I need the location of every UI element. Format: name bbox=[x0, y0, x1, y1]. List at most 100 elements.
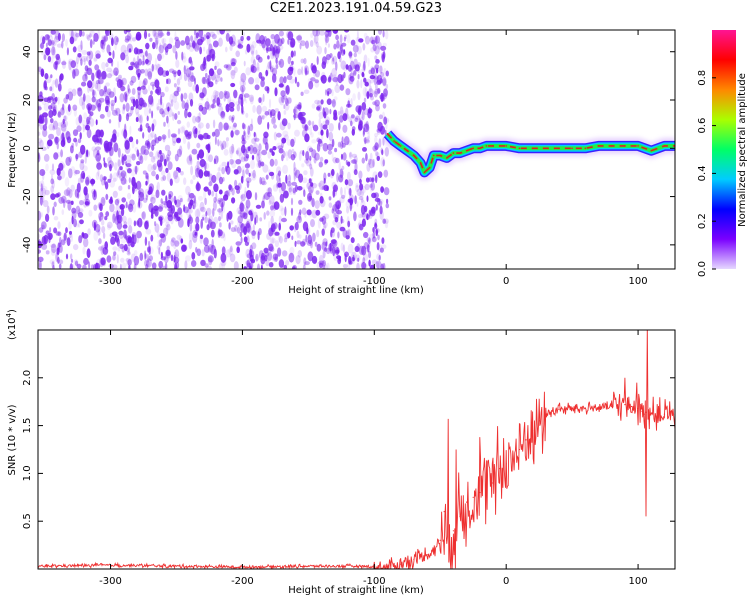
noise-cell bbox=[350, 159, 357, 164]
noise-cell bbox=[61, 59, 67, 69]
trace-point bbox=[459, 152, 461, 154]
noise-cell bbox=[358, 170, 363, 180]
noise-cell bbox=[110, 103, 114, 112]
noise-cell bbox=[190, 60, 193, 67]
noise-cell bbox=[177, 128, 181, 135]
noise-cell bbox=[243, 212, 248, 220]
noise-cell bbox=[124, 178, 128, 185]
noise-cell bbox=[353, 70, 357, 77]
noise-cell bbox=[155, 189, 160, 199]
noise-cell bbox=[192, 233, 198, 243]
noise-cell bbox=[230, 159, 237, 169]
noise-cell bbox=[246, 235, 250, 245]
noise-cell bbox=[233, 169, 239, 175]
noise-cell bbox=[359, 120, 363, 126]
noise-cell bbox=[236, 165, 242, 174]
noise-cell bbox=[112, 246, 118, 251]
noise-cell bbox=[187, 208, 193, 214]
noise-cell bbox=[347, 220, 351, 228]
noise-cell bbox=[161, 37, 167, 44]
noise-cell bbox=[80, 176, 84, 183]
noise-cell bbox=[228, 185, 234, 192]
noise-cell bbox=[373, 192, 379, 199]
noise-cell bbox=[271, 201, 276, 210]
noise-cell bbox=[352, 158, 358, 164]
noise-cell bbox=[382, 103, 387, 109]
noise-cell bbox=[228, 102, 235, 108]
noise-cell bbox=[46, 205, 50, 214]
noise-cell bbox=[160, 95, 163, 106]
snr-point bbox=[466, 501, 468, 503]
noise-cell bbox=[274, 231, 280, 236]
noise-cell bbox=[297, 186, 303, 191]
noise-cell bbox=[200, 259, 206, 267]
noise-cell bbox=[279, 193, 285, 203]
noise-cell bbox=[51, 180, 55, 189]
noise-cell bbox=[75, 153, 79, 160]
noise-cell bbox=[365, 120, 369, 130]
noise-cell bbox=[268, 98, 272, 109]
noise-cell bbox=[240, 35, 244, 42]
noise-cell bbox=[264, 192, 270, 201]
noise-cell bbox=[198, 30, 204, 38]
noise-cell bbox=[267, 121, 270, 130]
noise-cell bbox=[251, 242, 257, 250]
noise-cell bbox=[92, 89, 95, 98]
noise-cell bbox=[187, 80, 193, 88]
noise-cell bbox=[145, 46, 149, 51]
noise-cell bbox=[193, 128, 198, 139]
noise-cell bbox=[311, 255, 318, 264]
noise-cell bbox=[134, 106, 140, 115]
noise-cell bbox=[196, 160, 200, 168]
noise-cell bbox=[317, 131, 323, 136]
noise-cell bbox=[230, 62, 236, 67]
noise-cell bbox=[65, 156, 71, 166]
noise-cell bbox=[79, 161, 85, 171]
snr-point bbox=[433, 549, 435, 551]
noise-cell bbox=[50, 74, 53, 79]
noise-cell bbox=[360, 116, 363, 126]
noise-cell bbox=[356, 30, 359, 41]
noise-cell bbox=[357, 74, 360, 80]
noise-cell bbox=[374, 227, 380, 234]
noise-cell bbox=[66, 237, 71, 247]
noise-cell bbox=[371, 39, 376, 45]
noise-cell bbox=[249, 96, 254, 105]
noise-cell bbox=[79, 200, 84, 206]
noise-cell bbox=[93, 148, 98, 158]
noise-cell bbox=[111, 109, 118, 116]
noise-cell bbox=[187, 73, 191, 82]
noise-cell bbox=[307, 78, 313, 84]
noise-cell bbox=[268, 227, 274, 237]
noise-cell bbox=[339, 34, 343, 44]
noise-cell bbox=[223, 194, 229, 201]
noise-cell bbox=[253, 211, 258, 219]
noise-cell bbox=[167, 214, 173, 222]
noise-cell bbox=[77, 212, 84, 218]
noise-cell bbox=[260, 177, 266, 185]
noise-cell bbox=[266, 187, 271, 197]
noise-cell bbox=[286, 97, 292, 104]
noise-cell bbox=[274, 108, 279, 113]
noise-cell bbox=[321, 216, 325, 222]
noise-cell bbox=[192, 175, 196, 180]
noise-cell bbox=[246, 130, 252, 138]
noise-cell bbox=[246, 180, 250, 189]
noise-cell bbox=[86, 67, 93, 76]
noise-cell bbox=[144, 236, 148, 246]
noise-cell bbox=[383, 88, 388, 97]
noise-cell bbox=[224, 92, 229, 99]
noise-cell bbox=[272, 222, 278, 230]
noise-cell bbox=[142, 102, 148, 108]
noise-cell bbox=[225, 103, 230, 113]
noise-cell bbox=[127, 249, 131, 255]
snr-point bbox=[645, 411, 647, 413]
noise-cell bbox=[245, 67, 251, 76]
noise-cell bbox=[151, 99, 154, 107]
noise-cell bbox=[368, 158, 372, 165]
noise-cell bbox=[321, 185, 326, 191]
noise-cell bbox=[39, 124, 44, 130]
noise-cell bbox=[175, 239, 182, 245]
noise-cell bbox=[171, 70, 177, 75]
noise-cell bbox=[193, 30, 197, 35]
